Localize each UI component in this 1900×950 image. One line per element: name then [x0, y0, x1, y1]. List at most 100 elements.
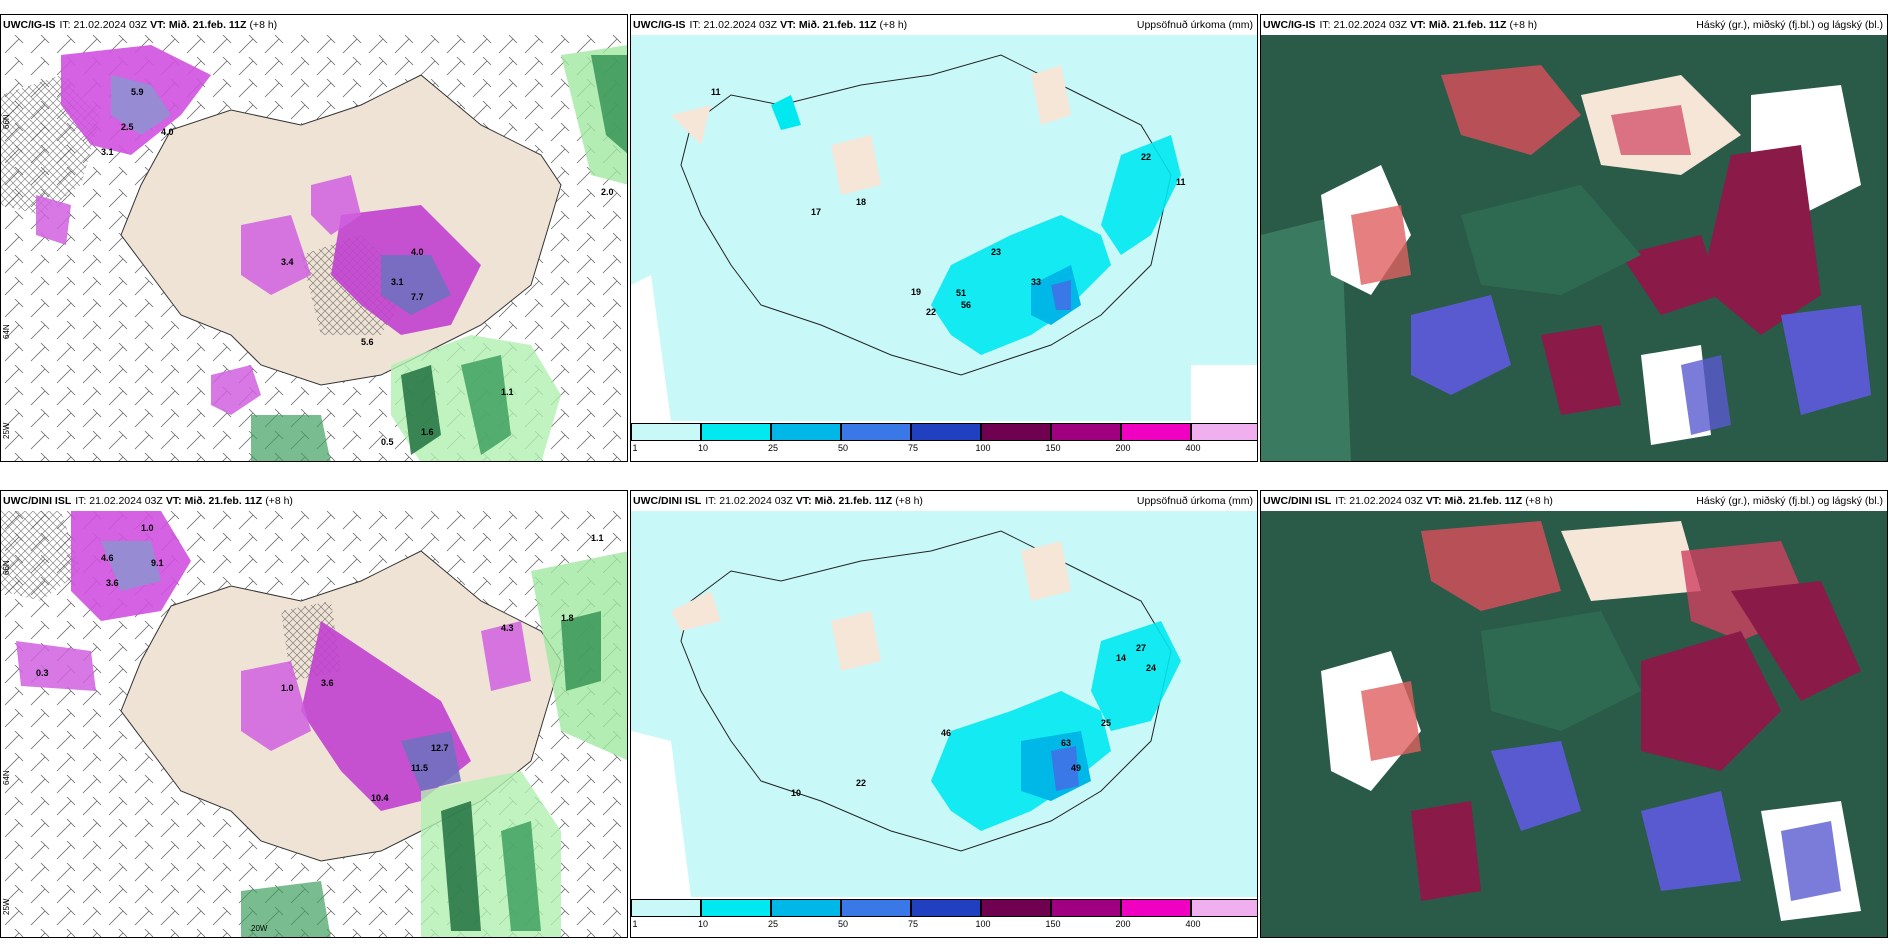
precip-value: 3.4	[281, 257, 294, 267]
precip-value: 10.4	[371, 793, 389, 803]
cloud-cover-panel-bottom: UWC/DINI ISL IT: 21.02.2024 03Z VT: Mið.…	[1260, 490, 1888, 938]
precip-value: 56	[961, 300, 971, 310]
precip-value: 22	[926, 307, 936, 317]
valid-time: Mið. 21.feb. 11Z	[798, 19, 877, 31]
lead-time: (+8 h)	[265, 495, 293, 507]
precip-value: 1.1	[591, 533, 604, 543]
colorbar-swatch	[701, 423, 771, 441]
colorbar-tick: 50	[837, 919, 849, 929]
valid-time: Mið. 21.feb. 11Z	[814, 495, 893, 507]
colorbar-tick: 100	[975, 919, 991, 929]
cloud-cover-map	[1261, 511, 1887, 937]
precip-value: 22	[1141, 152, 1151, 162]
valid-time: Mið. 21.feb. 11Z	[1444, 495, 1523, 507]
init-time: IT: 21.02.2024 03Z	[705, 495, 793, 507]
model-name: UWC/IG-IS	[1263, 19, 1316, 31]
colorbar-tick: 50	[837, 443, 849, 453]
valid-time-label: VT:	[1410, 19, 1426, 31]
model-name: UWC/DINI ISL	[1263, 495, 1332, 507]
valid-time-label: VT:	[1425, 495, 1442, 507]
colorbar-tick: 150	[1045, 443, 1061, 453]
precip-value: 51	[956, 288, 966, 298]
cloud-cover-map	[1261, 35, 1887, 461]
model-name: UWC/IG-IS	[3, 19, 56, 31]
precip-value: 3.1	[101, 147, 114, 157]
colorbar-tick: 75	[907, 443, 919, 453]
precip-value: 2.0	[601, 187, 614, 197]
colorbar-swatch	[1191, 423, 1257, 441]
lead-time: (+8 h)	[249, 19, 278, 31]
precip-value: 22	[856, 778, 866, 788]
valid-time: Mið. 21.feb. 11Z	[168, 19, 247, 31]
colorbar-tick: 150	[1045, 919, 1061, 929]
lat-label: 64N	[2, 324, 11, 339]
precip-value: 10	[791, 788, 801, 798]
colorbar-swatch	[1051, 899, 1121, 917]
precip-colorbar: 1 10 25 50 75 100 150 200 400	[631, 899, 1257, 937]
precip-value: 9.1	[151, 558, 164, 568]
precip-value: 11.5	[411, 763, 428, 773]
valid-time-label: VT:	[780, 19, 796, 31]
lon-label: 25W	[2, 422, 11, 439]
colorbar-tick: 200	[1115, 443, 1131, 453]
precip-value: 4.0	[161, 127, 174, 137]
precip-value: 23	[991, 247, 1001, 257]
colorbar-swatch	[981, 423, 1051, 441]
precip-value: 3.1	[391, 277, 404, 287]
precip-value: 4.3	[501, 623, 514, 633]
panel-title: Uppsöfnuð úrkoma (mm)	[1136, 19, 1253, 31]
precip-value: 25	[1101, 718, 1111, 728]
colorbar-swatch	[911, 899, 981, 917]
colorbar-swatch	[631, 423, 701, 441]
panel-title: Uppsöfnuð úrkoma (mm)	[1136, 495, 1253, 507]
precip-value: 11	[711, 87, 721, 97]
colorbar-swatch	[631, 899, 701, 917]
precip-value: 1.0	[141, 523, 154, 533]
colorbar-swatch	[1191, 899, 1257, 917]
panel-header: UWC/IG-IS IT: 21.02.2024 03Z VT: Mið. 21…	[3, 17, 623, 33]
lead-time: (+8 h)	[895, 495, 923, 507]
colorbar-swatch	[981, 899, 1051, 917]
panel-header: UWC/DINI ISL IT: 21.02.2024 03Z VT: Mið.…	[1263, 493, 1883, 509]
lat-label: 66N	[2, 114, 11, 129]
panel-header: UWC/DINI ISL IT: 21.02.2024 03Z VT: Mið.…	[633, 493, 1253, 509]
lon-label: 25W	[2, 898, 11, 915]
precip-value: 1.8	[561, 613, 574, 623]
panel-title: Háský (gr.), miðský (fj.bl.) og lágský (…	[1696, 19, 1883, 31]
precip-value: 17	[811, 207, 821, 217]
precip-value: 2.5	[121, 122, 134, 132]
colorbar-swatch	[841, 899, 911, 917]
lead-time: (+8 h)	[879, 19, 908, 31]
precip-value: 5.9	[131, 87, 144, 97]
precip-value: 1.6	[421, 427, 434, 437]
panel-header: UWC/IG-IS IT: 21.02.2024 03Z VT: Mið. 21…	[633, 17, 1253, 33]
precip-value: 4.6	[101, 553, 114, 563]
colorbar-tick: 75	[907, 919, 919, 929]
colorbar-tick: 100	[975, 443, 991, 453]
valid-time: Mið. 21.feb. 11Z	[1428, 19, 1507, 31]
panel-title: Háský (gr.), miðský (fj.bl.) og lágský (…	[1696, 495, 1883, 507]
precip-value: 12.7	[431, 743, 449, 753]
precip-colorbar: 1 10 25 50 75 100 150 200 400	[631, 423, 1257, 461]
init-time: IT: 21.02.2024 03Z	[59, 19, 148, 31]
lon-label: 20W	[251, 924, 268, 933]
colorbar-tick: 10	[697, 919, 709, 929]
valid-time: Mið. 21.feb. 11Z	[184, 495, 263, 507]
precip-accum-map: 46 63 49 25 27 24 14 10 22	[631, 511, 1257, 897]
model-name: UWC/IG-IS	[633, 19, 686, 31]
precip-value: 14	[1116, 653, 1126, 663]
colorbar-swatch	[771, 899, 841, 917]
colorbar-swatch	[1121, 423, 1191, 441]
wind-precip-panel-top: UWC/IG-IS IT: 21.02.2024 03Z VT: Mið. 21…	[0, 14, 628, 462]
precip-value: 3.6	[321, 678, 334, 688]
precip-value: 11	[1176, 177, 1186, 187]
precip-value: 0.5	[381, 437, 394, 447]
colorbar-swatch	[1121, 899, 1191, 917]
model-name: UWC/DINI ISL	[3, 495, 72, 507]
precip-value: 1.0	[281, 683, 294, 693]
colorbar-swatch	[701, 899, 771, 917]
precip-value: 46	[941, 728, 951, 738]
precip-value: 24	[1146, 663, 1156, 673]
colorbar-tick: 25	[767, 443, 779, 453]
precip-accum-panel-bottom: UWC/DINI ISL IT: 21.02.2024 03Z VT: Mið.…	[630, 490, 1258, 938]
